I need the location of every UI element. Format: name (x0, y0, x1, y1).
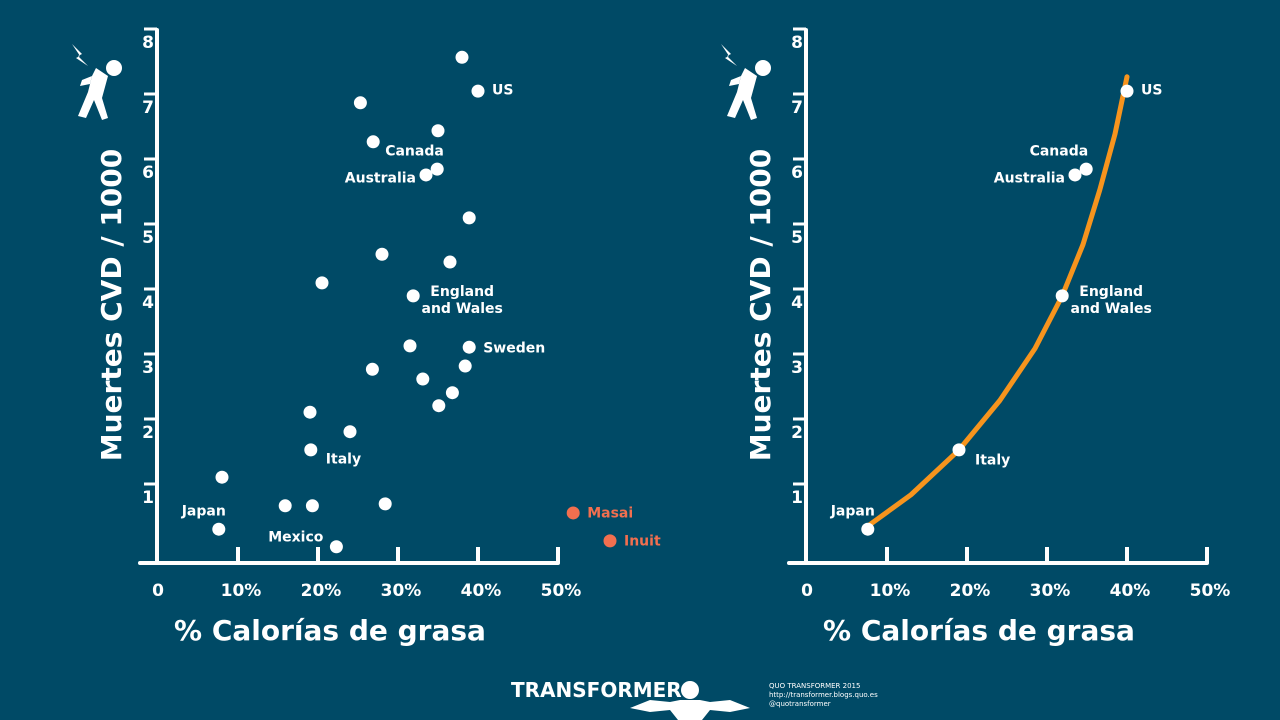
x-tick-label: 10% (221, 581, 262, 601)
x-tick-label: 50% (541, 581, 582, 601)
x-tick-label: 0 (801, 581, 813, 601)
credits: QUO TRANSFORMER 2015 http://transformer.… (769, 682, 878, 709)
point (455, 50, 469, 64)
point-label: US (1141, 82, 1163, 99)
point (462, 340, 476, 354)
point (952, 443, 966, 457)
y-tick-label: 2 (142, 423, 154, 443)
point (432, 399, 446, 413)
x-tick-label: 30% (381, 581, 422, 601)
point (430, 162, 444, 176)
y-tick-label: 5 (791, 228, 803, 248)
y-axis-title: Muertes CVD / 1000 (95, 149, 128, 462)
y-tick-label: 3 (142, 358, 154, 378)
icon (72, 44, 122, 120)
y-tick-label: 4 (791, 293, 803, 313)
point (462, 211, 476, 225)
point (365, 362, 379, 376)
point-label: Mexico (268, 529, 324, 546)
point (329, 540, 343, 554)
point-label: England and Wales (421, 283, 503, 317)
point (215, 470, 229, 484)
point (1055, 289, 1069, 303)
point (566, 506, 580, 520)
y-tick-label: 8 (791, 33, 803, 53)
footer-figure (630, 681, 750, 720)
x-tick-label: 0 (152, 581, 164, 601)
point-label: Australia (344, 170, 416, 187)
point (304, 443, 318, 457)
point-label: Japan (181, 503, 226, 520)
y-tick-label: 6 (791, 163, 803, 183)
point (303, 405, 317, 419)
point (406, 289, 420, 303)
y-tick-label: 6 (142, 163, 154, 183)
point-label: Sweden (483, 340, 546, 357)
point-label: Canada (1029, 143, 1089, 160)
x-tick-label: 50% (1190, 581, 1231, 601)
point-label: Masai (587, 505, 634, 522)
icon (721, 44, 771, 120)
point (315, 276, 329, 290)
point (212, 522, 226, 536)
point (278, 499, 292, 513)
y-tick-label: 1 (142, 488, 154, 508)
point (366, 135, 380, 149)
trend-line (863, 74, 1130, 530)
point (458, 359, 472, 373)
point (375, 247, 389, 261)
point-label: Inuit (624, 533, 661, 550)
point (378, 497, 392, 511)
x-tick-label: 40% (461, 581, 502, 601)
credit-line: @quotransformer (769, 700, 831, 708)
point (1068, 168, 1082, 182)
point-label: Italy (975, 452, 1011, 469)
x-tick-label: 30% (1030, 581, 1071, 601)
x-tick-label: 40% (1110, 581, 1151, 601)
point (603, 534, 617, 548)
point (419, 168, 433, 182)
point-label: Australia (993, 170, 1065, 187)
point-label: England and Wales (1070, 283, 1152, 317)
x-axis-title: % Calorías de grasa (823, 614, 1135, 647)
point (403, 339, 417, 353)
point (1079, 162, 1093, 176)
point (861, 522, 875, 536)
x-tick-label: 20% (301, 581, 342, 601)
y-tick-label: 5 (142, 228, 154, 248)
point (1120, 84, 1134, 98)
x-tick-label: 20% (950, 581, 991, 601)
point-label: Italy (325, 451, 362, 468)
point (416, 372, 430, 386)
brand: TRANSFORMER (511, 678, 682, 702)
y-tick-label: 8 (142, 33, 154, 53)
point (353, 96, 367, 110)
y-tick-label: 3 (791, 358, 803, 378)
point-label: Canada (385, 143, 444, 160)
credit-line: QUO TRANSFORMER 2015 (769, 682, 861, 690)
point (443, 255, 457, 269)
x-tick-label: 10% (870, 581, 911, 601)
y-tick-label: 7 (791, 98, 803, 118)
point (305, 499, 319, 513)
y-axis-title: Muertes CVD / 1000 (744, 149, 777, 462)
y-tick-label: 1 (791, 488, 803, 508)
y-tick-label: 4 (142, 293, 154, 313)
point-label: Japan (830, 503, 875, 520)
point (445, 386, 459, 400)
y-tick-label: 2 (791, 423, 803, 443)
point (431, 124, 445, 138)
credit-line: http://transformer.blogs.quo.es (769, 691, 878, 699)
x-axis-title: % Calorías de grasa (174, 614, 486, 647)
point (471, 84, 485, 98)
y-tick-label: 7 (142, 98, 154, 118)
point-label: US (492, 82, 514, 99)
point (343, 425, 357, 439)
